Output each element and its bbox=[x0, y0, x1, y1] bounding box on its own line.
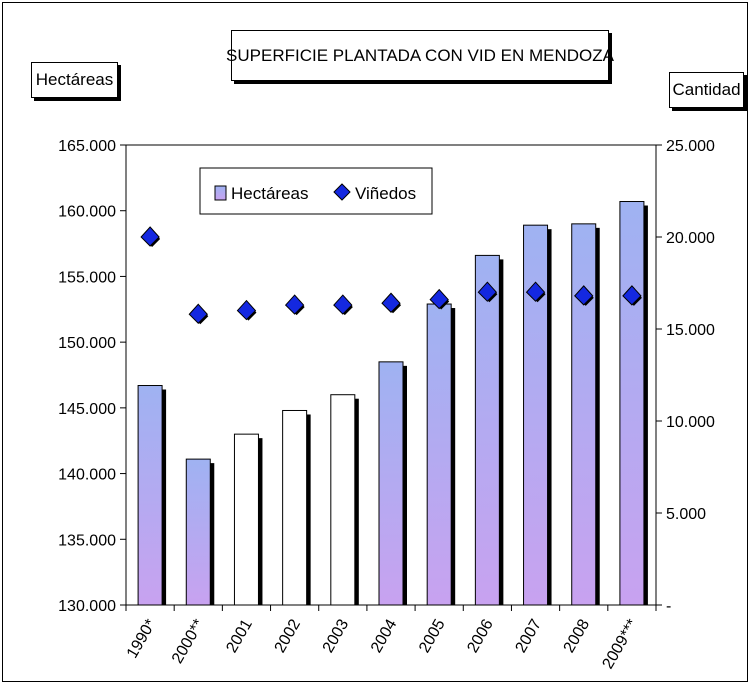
legend-marker-vinedos bbox=[333, 183, 351, 201]
x-tick-label: 2007 bbox=[512, 616, 545, 655]
scatter-point bbox=[284, 294, 305, 315]
scatter-point bbox=[574, 285, 594, 306]
scatter-point bbox=[429, 288, 449, 310]
legend-box bbox=[199, 167, 433, 215]
scatter-point bbox=[333, 294, 353, 315]
scatter-point bbox=[525, 281, 546, 302]
x-tick-label: 2004 bbox=[368, 616, 401, 655]
y-left-tick-label: 155.000 bbox=[58, 269, 116, 286]
bar bbox=[330, 394, 356, 606]
chart-title: SUPERFICIE PLANTADA CON VID EN MENDOZA bbox=[226, 30, 614, 81]
x-tick-label: 2006 bbox=[464, 616, 497, 655]
bar bbox=[137, 385, 163, 606]
y-left-tick-label: 160.000 bbox=[58, 204, 116, 221]
bar bbox=[619, 201, 645, 606]
bar bbox=[282, 409, 308, 606]
y-left-tick-label: 165.000 bbox=[58, 138, 116, 155]
y-axis-left-label: Hectáreas bbox=[31, 62, 118, 98]
bar bbox=[233, 433, 259, 606]
bars-layer bbox=[137, 201, 648, 606]
y-axis-right-label: Cantidad bbox=[669, 72, 744, 108]
x-tick-label: 2009*** bbox=[600, 617, 642, 673]
y-right-tick-label: 20.000 bbox=[666, 230, 715, 247]
markers-layer bbox=[140, 226, 642, 325]
x-tick-label: 2005 bbox=[416, 616, 449, 655]
scatter-point bbox=[140, 226, 160, 247]
y-right-tick-label: 10.000 bbox=[666, 414, 715, 431]
x-tick-label: 1990* bbox=[124, 617, 160, 662]
y-right-tick-label: 25.000 bbox=[666, 138, 715, 155]
y-right-tick-label: - bbox=[666, 598, 671, 615]
y-left-tick-label: 130.000 bbox=[58, 598, 116, 615]
bar bbox=[474, 254, 500, 606]
y-right-tick-label: 5.000 bbox=[666, 506, 706, 523]
y-left-tick-label: 145.000 bbox=[58, 401, 116, 418]
scatter-point bbox=[622, 285, 642, 306]
legend-swatch-hectareas bbox=[214, 185, 227, 201]
y-left-tick-label: 135.000 bbox=[58, 532, 116, 549]
scatter-point bbox=[236, 299, 257, 321]
bar bbox=[378, 361, 404, 606]
x-tick-label: 2002 bbox=[272, 616, 305, 655]
scatter-point bbox=[381, 292, 401, 313]
x-tick-label: 2008 bbox=[561, 616, 594, 655]
y-left-tick-label: 150.000 bbox=[58, 335, 116, 352]
y-right-tick-label: 15.000 bbox=[666, 322, 715, 339]
x-tick-label: 2001 bbox=[223, 616, 256, 655]
legend-label-vinedos: Viñedos bbox=[355, 184, 416, 203]
legend-label-hectareas: Hectáreas bbox=[231, 184, 308, 203]
legend: Hectáreas Viñedos bbox=[199, 167, 433, 215]
x-tick-label: 2000** bbox=[169, 617, 208, 667]
bar bbox=[185, 458, 211, 606]
scatter-point bbox=[477, 281, 498, 302]
x-tick-label: 2003 bbox=[320, 616, 353, 655]
bar bbox=[571, 223, 597, 606]
scatter-point bbox=[188, 303, 208, 324]
bar bbox=[426, 303, 452, 606]
y-left-tick-label: 140.000 bbox=[58, 467, 116, 484]
